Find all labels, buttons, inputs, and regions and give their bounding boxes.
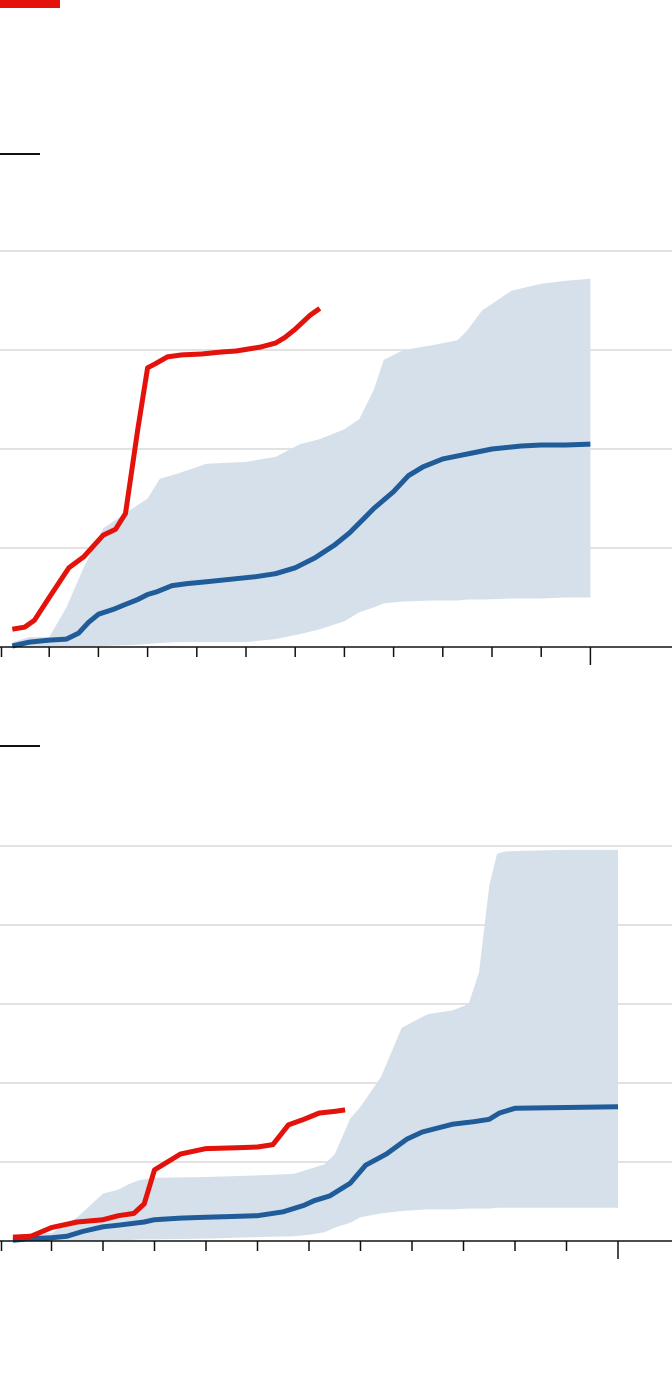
panel-2-rule <box>0 745 40 747</box>
median-line <box>11 441 591 649</box>
current-line <box>12 1107 346 1240</box>
median-line <box>12 1104 619 1243</box>
chart-1 <box>0 250 672 665</box>
current-line <box>11 306 322 632</box>
brand-bar <box>0 0 60 8</box>
range-band <box>12 849 618 1241</box>
panel-1-rule <box>0 153 40 155</box>
chart-2 <box>0 845 672 1259</box>
range-band <box>12 278 591 647</box>
